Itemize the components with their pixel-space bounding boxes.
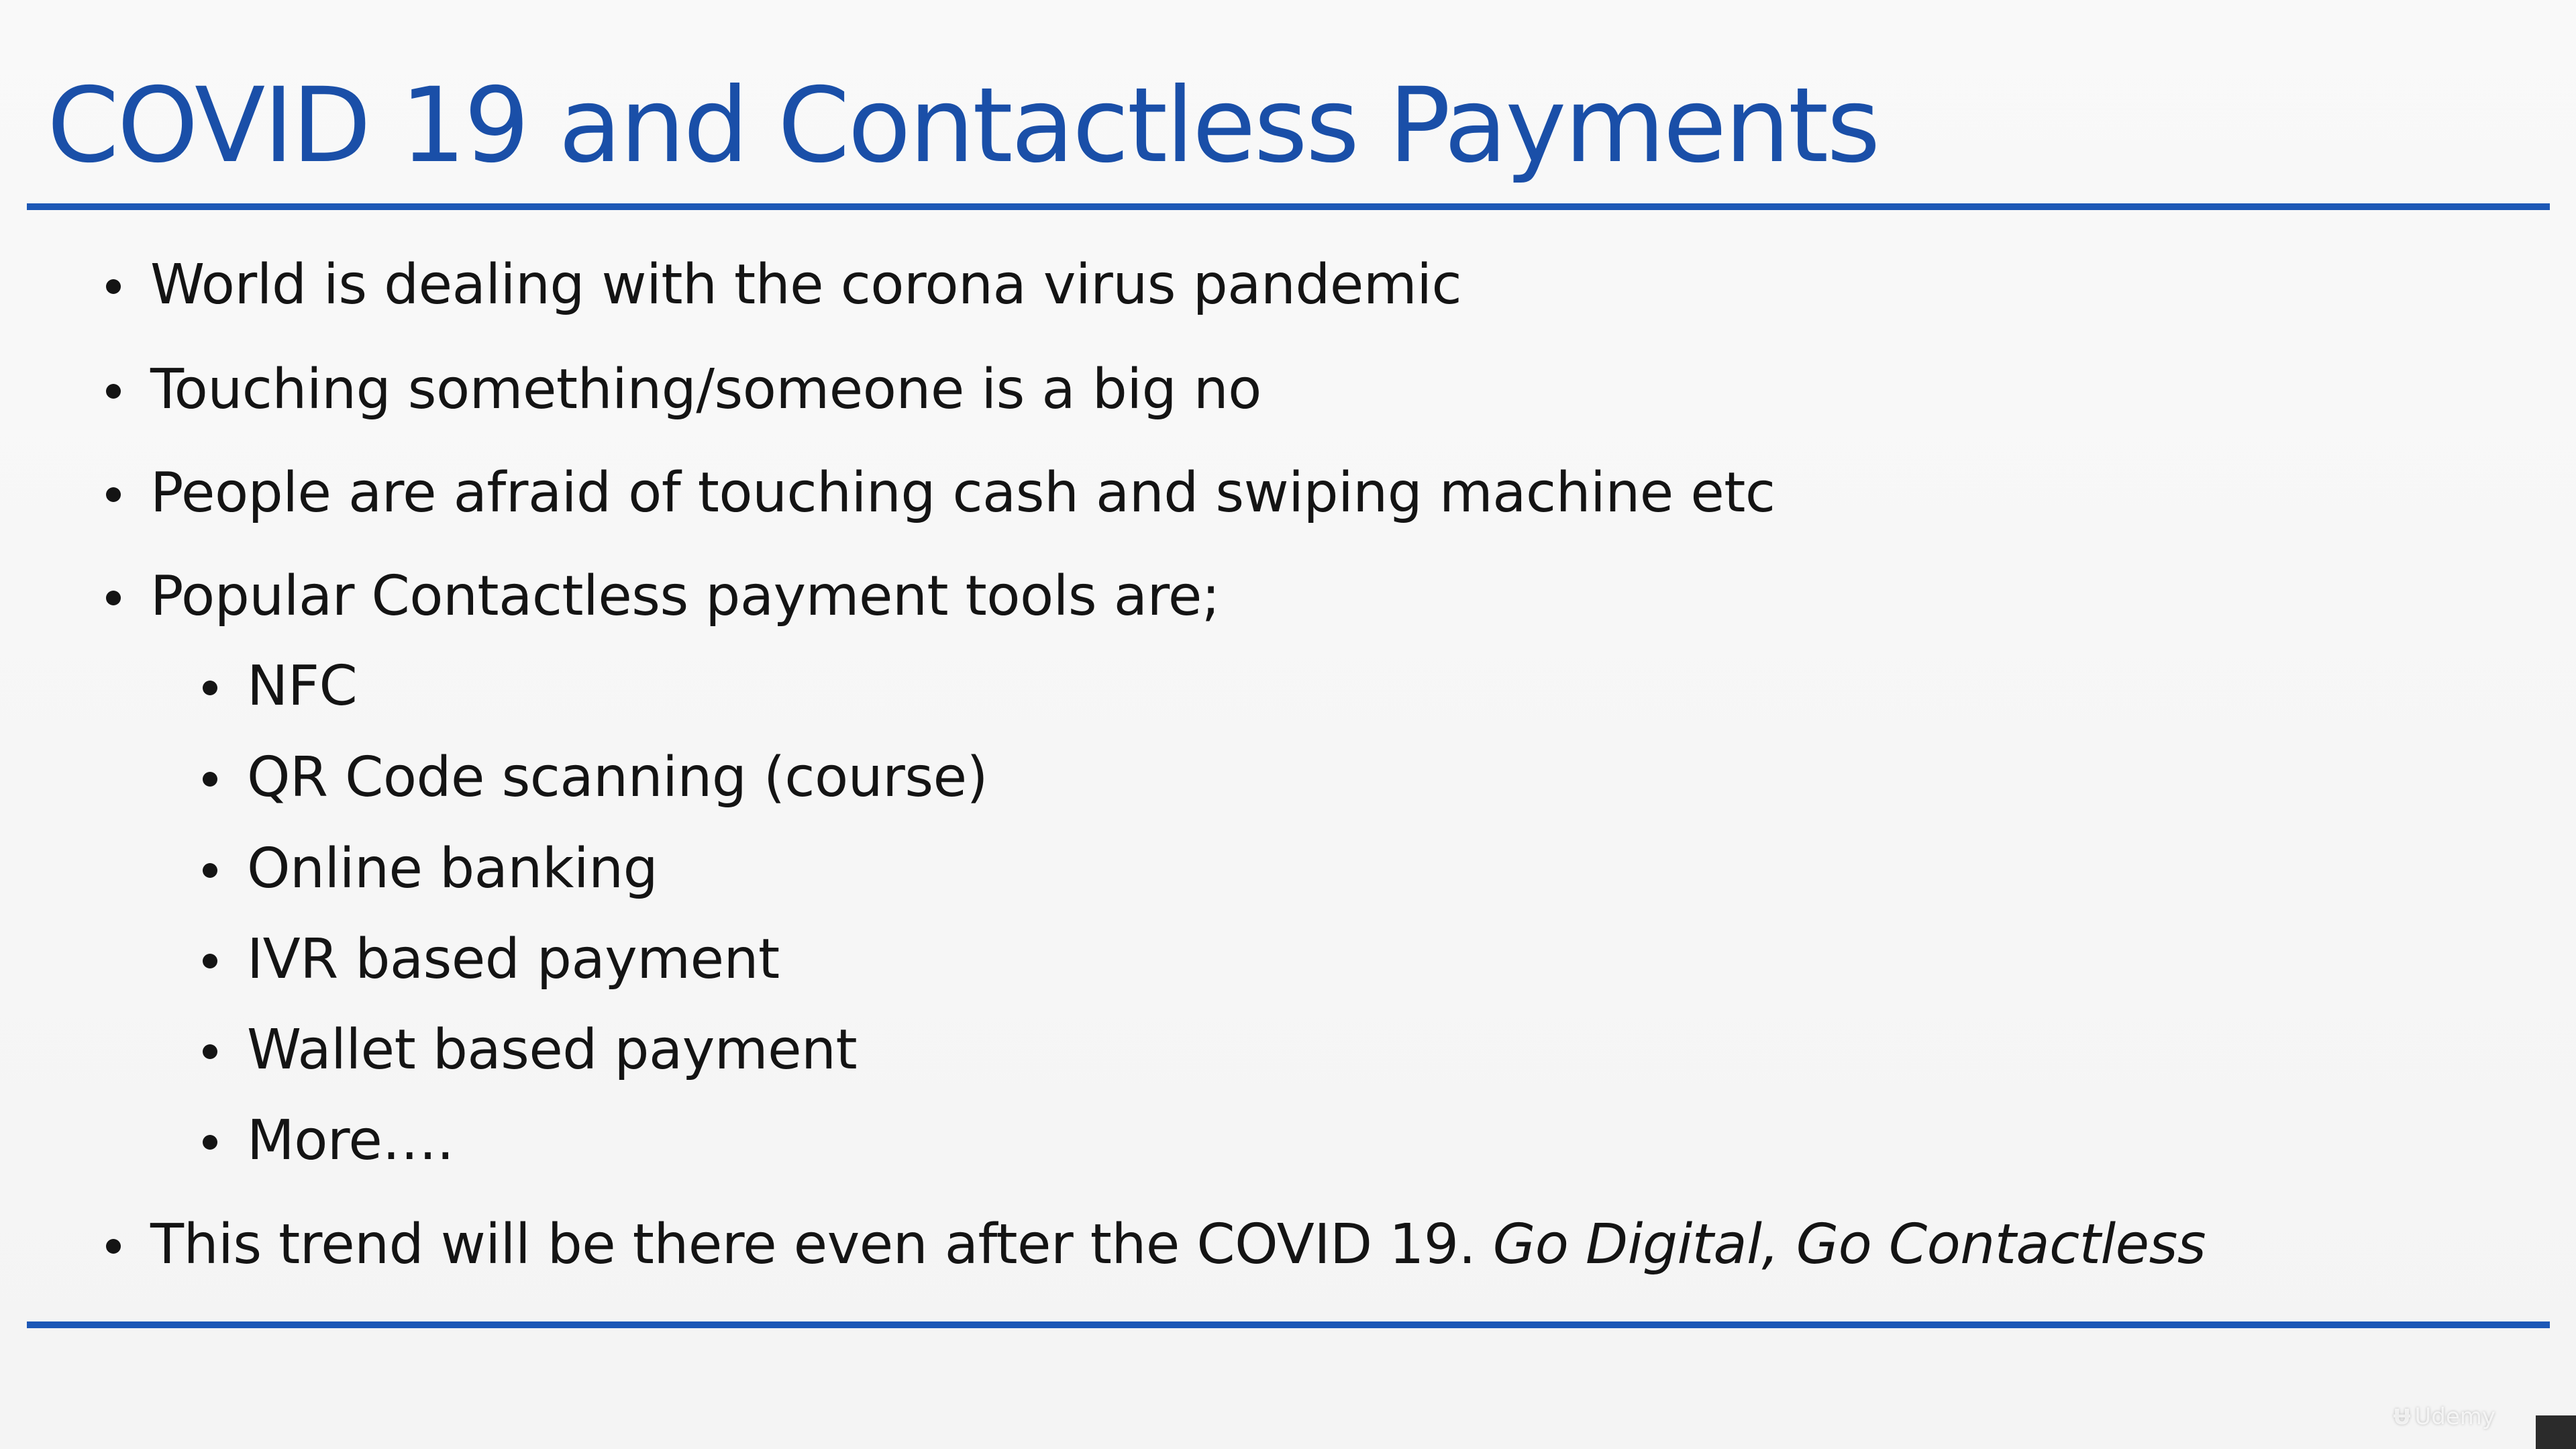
sub-bullet-text: More…. (247, 1109, 454, 1172)
bullet-dot-icon (106, 384, 121, 399)
bullet-text: Touching something/someone is a big no (150, 358, 1261, 421)
bullet-dot-icon (203, 1044, 217, 1059)
sub-bullet-item: QR Code scanning (course) (203, 741, 988, 815)
slide-title: COVID 19 and Contactless Payments (47, 66, 1880, 186)
bullet-dot-icon (203, 772, 217, 787)
bullet-dot-icon (203, 681, 217, 695)
bullet-text: World is dealing with the corona virus p… (150, 253, 1462, 317)
bullet-text: This trend will be there even after the … (150, 1213, 1493, 1277)
bullet-item: This trend will be there even after the … (106, 1208, 2206, 1282)
bullet-dot-icon (106, 487, 121, 502)
bullet-dot-icon (203, 863, 217, 878)
footer-rule (27, 1321, 2550, 1328)
udemy-watermark: ᵾ Udemy (2393, 1397, 2495, 1432)
bullet-italic-text: Go Digital, Go Contactless (1492, 1213, 2206, 1277)
title-underline (27, 203, 2550, 210)
bullet-dot-icon (106, 591, 121, 605)
bullet-text: People are afraid of touching cash and s… (150, 461, 1775, 525)
bullet-item: People are afraid of touching cash and s… (106, 456, 1775, 530)
sub-bullet-text: IVR based payment (247, 928, 780, 991)
udemy-logo-icon: ᵾ (2393, 1397, 2411, 1432)
sub-bullet-item: IVR based payment (203, 923, 780, 997)
bullet-item: Touching something/someone is a big no (106, 353, 1261, 427)
sub-bullet-item: NFC (203, 650, 358, 723)
sub-bullet-text: QR Code scanning (course) (247, 746, 988, 809)
sub-bullet-text: NFC (247, 654, 358, 718)
bullet-dot-icon (203, 1135, 217, 1150)
bullet-dot-icon (106, 279, 121, 294)
bullet-item: World is dealing with the corona virus p… (106, 248, 1462, 322)
sub-bullet-text: Wallet based payment (247, 1018, 858, 1082)
bullet-item: Popular Contactless payment tools are; (106, 560, 1220, 634)
watermark-text: Udemy (2414, 1403, 2495, 1430)
bullet-dot-icon (203, 954, 217, 968)
player-corner (2536, 1415, 2576, 1449)
sub-bullet-item: More…. (203, 1104, 454, 1178)
sub-bullet-item: Online banking (203, 832, 658, 906)
bullet-dot-icon (106, 1239, 121, 1254)
sub-bullet-item: Wallet based payment (203, 1013, 858, 1087)
bullet-text: Popular Contactless payment tools are; (150, 564, 1220, 628)
sub-bullet-text: Online banking (247, 837, 658, 901)
